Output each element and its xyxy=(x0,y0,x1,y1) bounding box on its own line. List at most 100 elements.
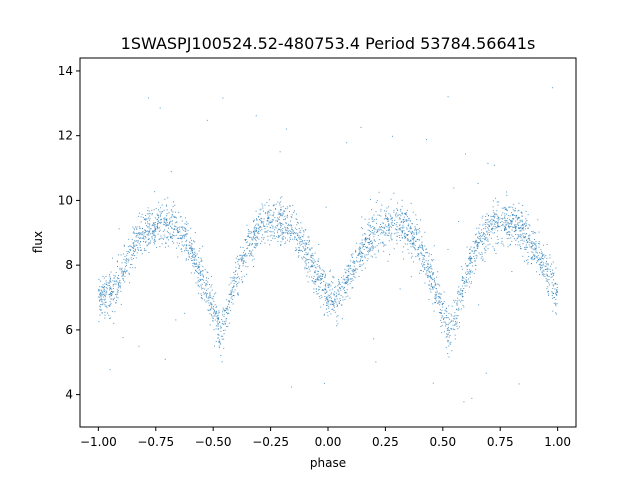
data-point xyxy=(251,237,253,239)
data-point xyxy=(435,297,437,299)
data-point xyxy=(180,238,182,240)
data-point xyxy=(365,239,367,241)
data-point xyxy=(486,233,488,235)
data-point xyxy=(213,315,215,317)
data-point xyxy=(103,296,105,298)
data-point xyxy=(105,292,107,294)
data-point xyxy=(209,308,211,310)
data-point xyxy=(327,315,329,317)
data-point xyxy=(174,216,176,218)
data-point xyxy=(282,214,284,216)
data-point xyxy=(492,246,494,248)
data-point xyxy=(141,253,143,255)
data-point xyxy=(225,318,227,320)
data-point xyxy=(198,250,200,252)
data-point xyxy=(166,225,167,227)
data-point xyxy=(426,270,428,272)
data-point xyxy=(320,282,322,284)
data-point xyxy=(154,227,156,229)
data-point xyxy=(515,229,517,231)
data-point xyxy=(275,220,277,222)
data-point xyxy=(379,226,381,228)
data-point xyxy=(134,226,136,228)
data-point xyxy=(196,265,198,267)
data-point xyxy=(112,298,114,300)
data-point xyxy=(420,247,422,249)
data-point xyxy=(520,225,522,227)
data-point xyxy=(161,204,163,206)
data-point xyxy=(516,217,518,219)
data-point xyxy=(253,237,255,239)
data-point xyxy=(400,227,402,229)
data-point xyxy=(281,233,283,235)
data-point xyxy=(304,253,306,255)
data-point xyxy=(304,268,306,270)
data-point xyxy=(178,232,180,234)
data-point xyxy=(181,244,183,246)
data-point xyxy=(200,293,202,295)
data-point xyxy=(518,222,520,224)
data-point xyxy=(314,271,316,273)
data-point xyxy=(217,312,219,314)
data-point xyxy=(407,231,409,232)
data-point xyxy=(447,327,449,329)
data-point xyxy=(358,261,360,263)
data-point xyxy=(261,221,263,223)
data-point xyxy=(455,320,456,322)
data-point xyxy=(554,292,556,294)
data-point xyxy=(179,231,181,233)
data-point xyxy=(388,235,390,236)
data-point xyxy=(166,215,168,217)
data-point xyxy=(479,254,481,256)
data-point xyxy=(228,300,230,302)
data-point xyxy=(217,328,219,330)
data-point xyxy=(287,232,289,234)
data-point xyxy=(441,309,443,311)
data-point xyxy=(416,230,418,232)
data-point xyxy=(499,222,501,223)
data-point xyxy=(529,234,531,236)
data-point xyxy=(441,332,443,334)
data-point xyxy=(112,291,114,293)
data-point xyxy=(369,242,371,244)
data-point xyxy=(363,243,365,245)
data-point xyxy=(334,291,336,293)
data-point xyxy=(388,240,390,242)
data-point xyxy=(210,303,212,305)
data-point xyxy=(349,273,351,275)
data-point xyxy=(97,296,99,298)
data-point xyxy=(489,243,491,245)
data-point xyxy=(403,216,405,218)
data-point xyxy=(226,318,228,320)
data-point xyxy=(380,210,382,212)
data-point xyxy=(335,296,337,298)
data-point xyxy=(500,229,502,231)
data-point xyxy=(465,263,467,265)
data-point xyxy=(245,253,247,255)
data-point xyxy=(200,271,202,272)
data-point xyxy=(385,218,387,220)
data-point xyxy=(506,194,508,196)
data-point xyxy=(154,217,156,219)
data-point xyxy=(153,209,155,211)
data-point xyxy=(446,333,448,335)
data-point xyxy=(231,280,233,282)
data-point xyxy=(320,295,322,297)
data-point xyxy=(264,231,266,233)
data-point xyxy=(280,245,282,247)
data-point xyxy=(328,306,330,308)
data-point xyxy=(201,294,203,296)
data-point xyxy=(534,255,536,257)
data-point xyxy=(252,255,254,257)
data-point xyxy=(312,280,314,282)
data-point xyxy=(267,217,269,219)
data-point xyxy=(216,325,218,327)
data-point xyxy=(274,238,276,240)
data-point xyxy=(361,216,363,218)
data-point xyxy=(279,224,281,226)
data-point xyxy=(185,223,187,225)
data-point xyxy=(197,264,199,266)
data-point xyxy=(255,224,257,226)
data-point xyxy=(285,128,287,130)
data-point xyxy=(280,201,282,203)
